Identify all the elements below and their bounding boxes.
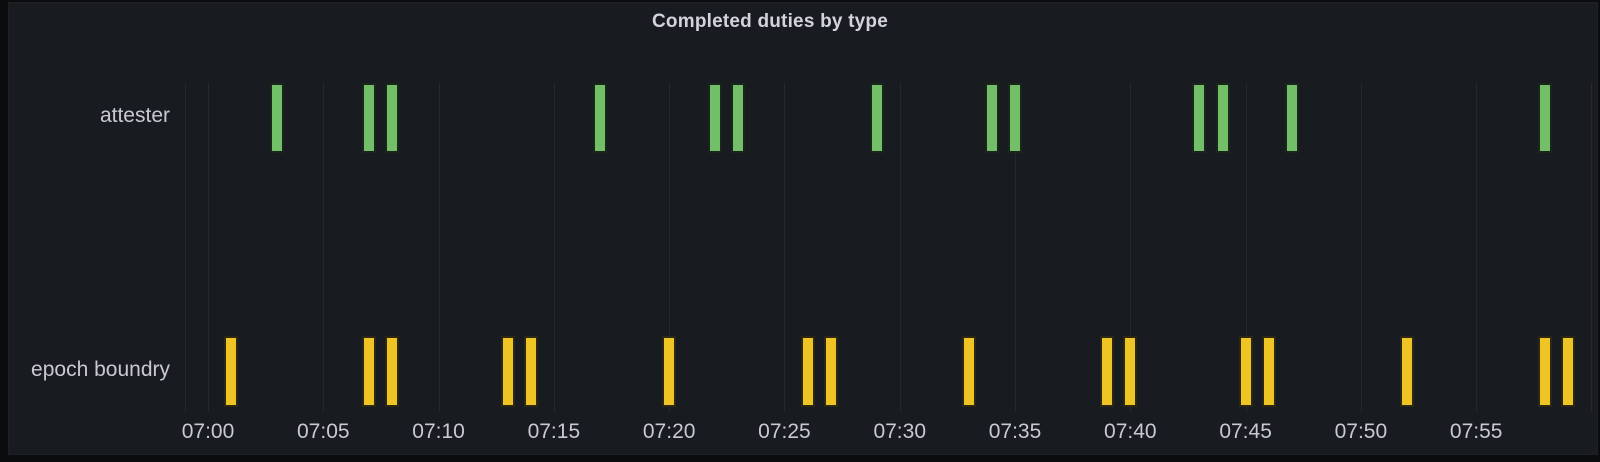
gridline-07:45	[1245, 83, 1247, 412]
duty-bar-attester-07:47[interactable]	[1284, 83, 1299, 153]
x-tick-label: 07:15	[527, 420, 581, 443]
duty-bar-epoch-boundry-07:20[interactable]	[662, 336, 677, 407]
duty-bar-epoch-boundry-07:46[interactable]	[1261, 336, 1276, 407]
gridline-07:35	[1015, 83, 1017, 412]
gridline-07:00	[208, 83, 209, 412]
x-tick-label: 07:10	[412, 420, 465, 443]
duty-bar-attester-07:44[interactable]	[1215, 83, 1230, 153]
duty-bar-attester-07:43[interactable]	[1192, 83, 1207, 153]
duty-bar-epoch-boundry-07:33[interactable]	[961, 336, 976, 407]
duty-bar-attester-07:23[interactable]	[731, 83, 746, 153]
x-tick-label: 07:45	[1219, 420, 1272, 443]
gridline-07:15	[553, 83, 555, 412]
gridline-07:25	[784, 83, 786, 412]
x-tick-label: 07:20	[642, 420, 696, 443]
x-tick-label: 07:40	[1104, 420, 1157, 443]
y-axis-label-epoch-boundry: epoch boundry	[31, 358, 170, 381]
gridline-07:10	[438, 83, 440, 412]
duty-bar-epoch-boundry-07:40[interactable]	[1123, 336, 1138, 407]
duty-bar-epoch-boundry-07:07[interactable]	[362, 336, 377, 407]
duty-bar-epoch-boundry-07:26[interactable]	[800, 336, 815, 407]
duty-bar-attester-07:35[interactable]	[1008, 83, 1023, 153]
duty-bar-epoch-boundry-07:52[interactable]	[1400, 336, 1415, 407]
duty-bar-epoch-boundry-07:39[interactable]	[1100, 336, 1115, 407]
duty-bar-attester-07:22[interactable]	[708, 83, 723, 153]
duty-bar-attester-07:34[interactable]	[984, 83, 999, 153]
duty-bar-epoch-boundry-07:58[interactable]	[1538, 336, 1553, 407]
x-tick-label: 07:05	[297, 420, 350, 443]
x-tick-label: 07:30	[873, 420, 927, 443]
duty-bar-attester-07:07[interactable]	[362, 83, 377, 153]
gridline-07:30	[899, 83, 901, 412]
gridline-07:50	[1360, 83, 1362, 412]
duty-bar-epoch-boundry-07:08[interactable]	[385, 336, 400, 407]
duty-bar-epoch-boundry-07:01[interactable]	[224, 336, 239, 407]
gridline-07:55	[1476, 83, 1478, 412]
duty-bar-attester-07:08[interactable]	[385, 83, 400, 153]
gridline-07:40	[1130, 83, 1132, 412]
x-tick-label: 07:25	[758, 420, 811, 443]
duty-bar-attester-07:58[interactable]	[1538, 83, 1553, 153]
panel-title: Completed duties by type	[651, 11, 889, 32]
duty-bar-epoch-boundry-07:13[interactable]	[500, 336, 515, 407]
x-tick-label: 07:50	[1334, 420, 1388, 443]
x-tick-label: 07:55	[1449, 420, 1503, 443]
x-tick-label: 07:35	[988, 420, 1042, 443]
gridline-07:20	[669, 83, 671, 412]
duty-bar-epoch-boundry-07:45[interactable]	[1238, 336, 1253, 407]
duty-bar-epoch-boundry-07:14[interactable]	[523, 336, 538, 407]
x-tick-label: 07:00	[181, 420, 235, 443]
gridline-plot-edge	[184, 83, 186, 412]
duty-bar-attester-07:17[interactable]	[592, 83, 607, 153]
duty-bar-epoch-boundry-07:27[interactable]	[823, 336, 838, 407]
duty-bar-attester-07:29[interactable]	[869, 83, 884, 153]
gridline-plot-edge	[1591, 83, 1593, 412]
duty-bar-epoch-boundry-07:59[interactable]	[1561, 336, 1576, 407]
duty-bar-attester-07:03[interactable]	[270, 83, 285, 153]
gridline-07:05	[323, 83, 325, 412]
y-axis-label-attester: attester	[99, 104, 170, 127]
